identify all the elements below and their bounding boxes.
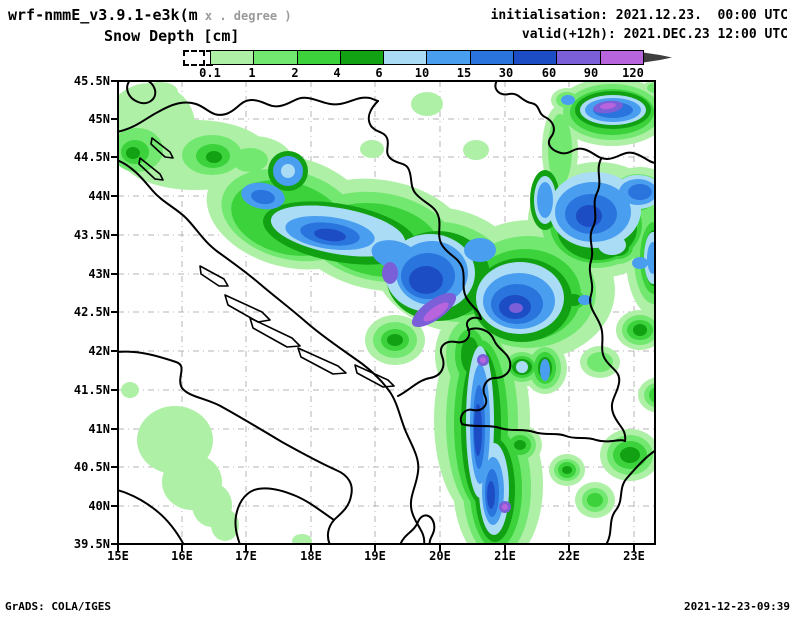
lat-label: 41.5N: [73, 383, 110, 397]
lat-label: 39.5N: [73, 537, 110, 551]
render-timestamp: 2021-12-23-09:39: [684, 600, 790, 613]
lon-label: 17E: [235, 549, 257, 563]
border-bosnia-serbia: [367, 100, 482, 320]
lon-label: 18E: [300, 549, 322, 563]
legend-tick-label: 1: [248, 66, 256, 80]
axis-ticks: [111, 80, 635, 551]
legend-tick-label: 90: [583, 66, 599, 80]
lat-label: 45N: [88, 112, 110, 126]
legend-swatch: [296, 51, 340, 64]
lat-label: 40.5N: [73, 460, 110, 474]
coast-istria: [126, 81, 157, 105]
valid-label: valid(+12h): 2021.DEC.23 12:00 UTC: [521, 27, 788, 42]
legend-swatch: [339, 51, 384, 64]
legend-swatch: [599, 51, 643, 64]
initialisation-label: initialisation: 2021.12.23. 00:00 UTC: [490, 8, 788, 23]
model-title: wrf-nmmE_v3.9.1-e3k(m x . degree ): [8, 6, 292, 24]
lat-label: 42N: [88, 344, 110, 358]
legend-tick-label: 0.1: [199, 66, 221, 80]
islands: [138, 137, 395, 388]
legend-tick-label: 4: [333, 66, 341, 80]
legend-tick-label: 15: [456, 66, 472, 80]
lat-label: 40N: [88, 499, 110, 513]
legend-tick-label: 120: [622, 66, 644, 80]
model-title-main: wrf-nmmE_v3.9.1-e3k(m: [8, 6, 198, 24]
lon-label: 21E: [494, 549, 516, 563]
border-montenegro: [397, 316, 482, 397]
legend-swatch: [383, 51, 427, 64]
lon-label: 20E: [429, 549, 451, 563]
legend-below-min-box: [183, 50, 205, 66]
lon-label: 19E: [364, 549, 386, 563]
legend-swatch: [513, 51, 557, 64]
legend-tick-label: 6: [375, 66, 383, 80]
lat-label: 44N: [88, 189, 110, 203]
legend-color-bar: [210, 50, 644, 65]
lat-label: 45.5N: [73, 74, 110, 88]
lat-label: 44.5N: [73, 150, 110, 164]
snow-shade-90-120: [423, 102, 616, 510]
snow-shade-details: [281, 164, 528, 373]
border-macedonia-greece: [461, 423, 626, 443]
model-title-suffix: x . degree ): [197, 9, 292, 23]
border-north: [118, 96, 379, 133]
legend-tick-label: 10: [414, 66, 430, 80]
legend-tick-label: 30: [498, 66, 514, 80]
legend-swatch: [426, 51, 470, 64]
field-title: Snow Depth [cm]: [104, 27, 240, 45]
grads-credit: GrADS: COLA/IGES: [5, 600, 111, 613]
coast-adriatic: [118, 159, 426, 544]
legend-tick-label: 2: [291, 66, 299, 80]
lat-label: 43.5N: [73, 228, 110, 242]
lon-label: 23E: [623, 549, 645, 563]
lon-label: 22E: [558, 549, 580, 563]
country-borders: [118, 81, 655, 544]
legend-swatch: [556, 51, 600, 64]
coast-italy-sw: [118, 489, 185, 544]
coast-italy-adriatic: [118, 350, 353, 544]
coast-italy-taranto: [234, 487, 335, 544]
map-frame: [117, 80, 656, 545]
lon-label: 15E: [107, 549, 129, 563]
border-serbia-bulgaria: [588, 158, 627, 442]
legend-swatch: [469, 51, 514, 64]
lat-label: 41N: [88, 422, 110, 436]
border-kosovo: [459, 327, 512, 425]
border-north-east: [494, 81, 655, 164]
lat-label: 42.5N: [73, 305, 110, 319]
legend-swatch: [253, 51, 297, 64]
legend-swatch: [211, 51, 254, 64]
lat-label: 43N: [88, 267, 110, 281]
coast-greece-nw: [606, 449, 655, 544]
lon-label: 16E: [171, 549, 193, 563]
legend-tick-label: 60: [541, 66, 557, 80]
coast-albania-lagoon: [399, 514, 436, 544]
